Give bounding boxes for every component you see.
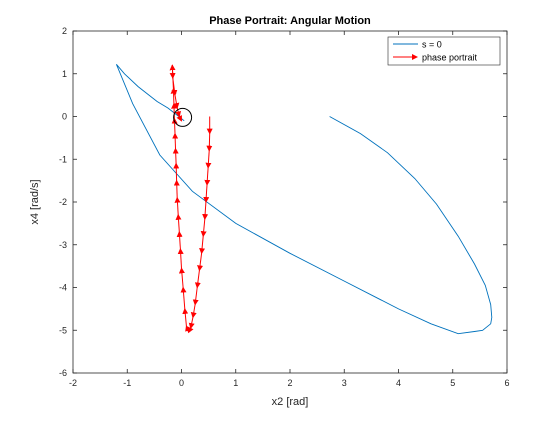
y-tick-label: -6 <box>59 368 67 378</box>
phase-portrait-arrow <box>190 304 197 319</box>
equilibrium-circle-marker <box>173 107 193 127</box>
phase-portrait-arrow <box>170 87 177 104</box>
y-tick-label: -2 <box>59 197 67 207</box>
plot-area <box>72 30 508 374</box>
phase-portrait-arrow <box>174 196 181 215</box>
x-axis: -2 -1 0 1 2 3 4 5 6 <box>69 31 510 388</box>
phase-portrait-arrow <box>185 325 191 333</box>
legend-label-phase: phase portrait <box>422 53 478 63</box>
phase-portrait-arrow <box>176 230 183 250</box>
y-tick-label: 0 <box>62 112 67 122</box>
phase-portrait-arrow <box>194 270 201 289</box>
chart-title: Phase Portrait: Angular Motion <box>209 15 371 27</box>
y-tick-label: 2 <box>62 26 67 36</box>
x-tick-label: 6 <box>504 378 509 388</box>
phase-portrait-arrow <box>203 184 210 203</box>
phase-portrait-arrow <box>173 162 180 181</box>
phase-portrait-arrow <box>175 213 182 232</box>
x-axis-label: x2 [rad] <box>272 396 309 408</box>
phase-portrait-arrow <box>192 287 199 306</box>
x-tick-label: 1 <box>233 378 238 388</box>
x-tick-label: 2 <box>287 378 292 388</box>
phase-portrait-arrow <box>182 307 189 327</box>
series-s0-line <box>115 64 493 335</box>
phase-portrait-arrow <box>173 179 180 198</box>
phase-portrait-arrow <box>171 77 178 97</box>
x-tick-label: 0 <box>179 378 184 388</box>
legend: s = 0 phase portrait <box>387 36 501 66</box>
phase-portrait-arrow <box>173 95 180 109</box>
y-axis: 2 1 0 -1 -2 -3 -4 -5 -6 <box>59 26 507 378</box>
phase-portrait-arrow <box>177 248 184 269</box>
phase-portrait-arrow <box>172 132 179 149</box>
y-tick-label: -1 <box>59 154 67 164</box>
phase-portrait-arrow <box>197 253 204 272</box>
x-tick-label: -1 <box>123 378 131 388</box>
x-tick-label: 3 <box>342 378 347 388</box>
phase-portrait-arrow <box>176 114 182 122</box>
phase-portrait-arrow <box>178 267 185 288</box>
phase-portrait-arrow <box>200 219 207 238</box>
phase-portrait-arrow <box>205 150 212 169</box>
phase-portrait-arrow <box>169 65 176 79</box>
phase-portrait-arrow <box>188 317 195 330</box>
legend-label-s0: s = 0 <box>422 40 442 50</box>
y-axis-label: x4 [rad/s] <box>29 179 41 224</box>
phase-portrait-arrow <box>199 236 206 255</box>
x-tick-label: 5 <box>450 378 455 388</box>
phase-portrait-arrow <box>204 167 211 186</box>
x-tick-label: 4 <box>396 378 401 388</box>
phase-portrait-arrow <box>172 147 179 164</box>
y-tick-label: -5 <box>59 325 67 335</box>
phase-portrait-arrow <box>202 201 209 221</box>
y-tick-label: 1 <box>62 69 67 79</box>
y-tick-label: -3 <box>59 240 67 250</box>
y-tick-label: -4 <box>59 283 67 293</box>
phase-portrait-arrow <box>206 133 213 152</box>
legend-box <box>387 36 501 66</box>
series-layer <box>115 64 493 335</box>
x-tick-label: -2 <box>69 378 77 388</box>
phase-portrait-arrow <box>180 286 187 309</box>
